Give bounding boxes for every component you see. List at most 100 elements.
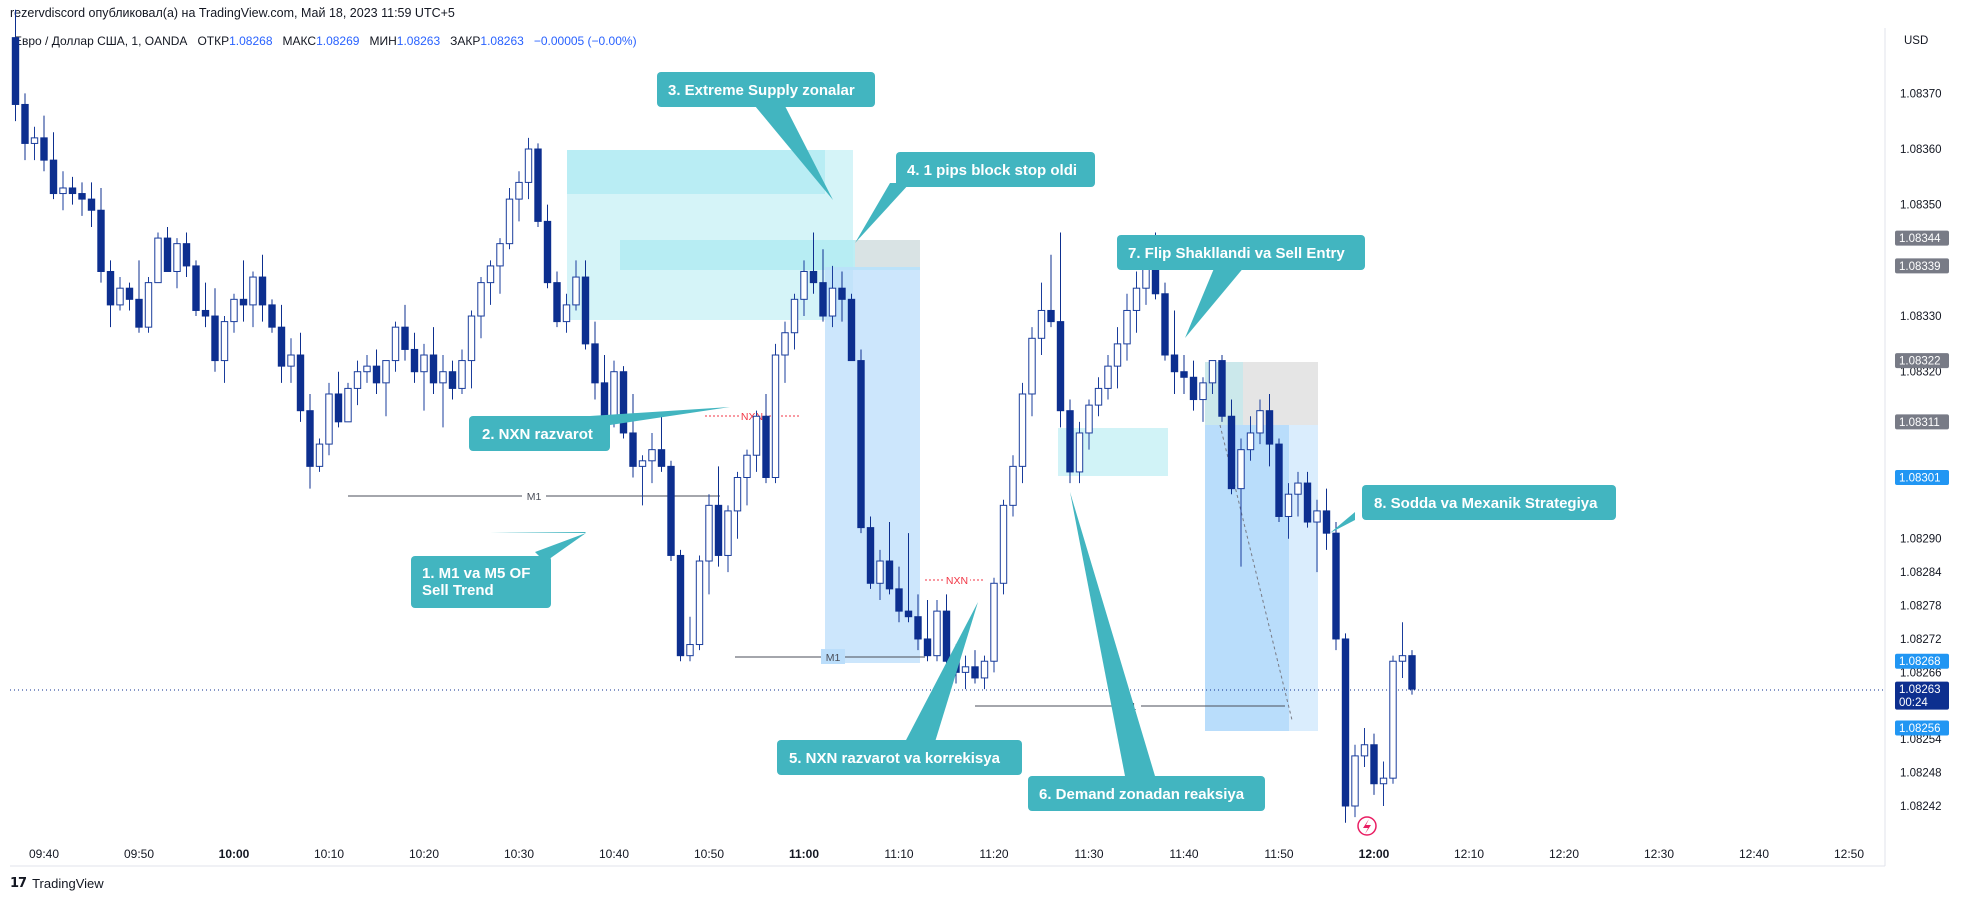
- candle[interactable]: [230, 293, 238, 333]
- candle[interactable]: [923, 599, 932, 662]
- candle[interactable]: [353, 360, 362, 406]
- candle[interactable]: [515, 171, 523, 222]
- candle[interactable]: [1113, 327, 1122, 389]
- candle[interactable]: [1294, 471, 1302, 517]
- candle[interactable]: [87, 182, 96, 227]
- candle[interactable]: [1161, 282, 1169, 361]
- candle[interactable]: [344, 382, 352, 423]
- candle[interactable]: [543, 204, 552, 289]
- candle[interactable]: [686, 616, 694, 662]
- candle[interactable]: [876, 549, 884, 600]
- candle[interactable]: [524, 137, 533, 200]
- candle[interactable]: [268, 299, 276, 333]
- candle[interactable]: [173, 238, 181, 289]
- candle[interactable]: [724, 505, 732, 573]
- candle[interactable]: [971, 650, 979, 684]
- candle[interactable]: [49, 132, 58, 200]
- candle[interactable]: [258, 254, 267, 322]
- callout-2[interactable]: 2. NXN razvarot: [469, 416, 610, 451]
- candle[interactable]: [21, 93, 29, 161]
- candle[interactable]: [30, 126, 39, 161]
- candle[interactable]: [838, 271, 846, 322]
- candle[interactable]: [1284, 483, 1293, 539]
- candle[interactable]: [296, 332, 305, 422]
- candle[interactable]: [553, 271, 561, 328]
- callout-4[interactable]: 4. 1 pips block stop oldi: [896, 152, 1095, 187]
- candle[interactable]: [743, 449, 751, 506]
- candle[interactable]: [1180, 355, 1188, 394]
- candle[interactable]: [999, 499, 1008, 595]
- candle[interactable]: [496, 238, 504, 294]
- candle[interactable]: [135, 260, 143, 333]
- candle[interactable]: [429, 327, 438, 394]
- candle[interactable]: [144, 277, 153, 333]
- candle[interactable]: [477, 277, 485, 339]
- candle[interactable]: [1360, 728, 1369, 768]
- callout-7[interactable]: 7. Flip Shakllandi va Sell Entry: [1117, 235, 1365, 270]
- callout-1[interactable]: 1. M1 va M5 OF Sell Trend: [411, 556, 551, 608]
- candle[interactable]: [1322, 488, 1331, 550]
- candle[interactable]: [752, 410, 761, 472]
- candle[interactable]: [885, 522, 894, 595]
- candle[interactable]: [1332, 522, 1340, 651]
- candle[interactable]: [705, 494, 713, 595]
- candle[interactable]: [1341, 633, 1350, 823]
- candle[interactable]: [733, 471, 742, 539]
- candle[interactable]: [182, 232, 191, 278]
- candle[interactable]: [420, 343, 428, 411]
- candle[interactable]: [239, 260, 248, 322]
- candle[interactable]: [790, 293, 799, 350]
- candle[interactable]: [325, 382, 333, 456]
- callout-8[interactable]: 8. Sodda va Mexanik Strategiya: [1362, 485, 1616, 520]
- candle[interactable]: [1028, 327, 1036, 417]
- callouts-layer[interactable]: 1. M1 va M5 OF Sell Trend 2. NXN razvaro…: [411, 72, 1616, 811]
- candle[interactable]: [648, 432, 656, 484]
- candle[interactable]: [334, 371, 343, 428]
- candle[interactable]: [904, 533, 913, 623]
- candle[interactable]: [125, 282, 134, 311]
- candle[interactable]: [486, 260, 495, 305]
- candle[interactable]: [505, 187, 514, 250]
- candle[interactable]: [192, 260, 200, 317]
- candle[interactable]: [1199, 377, 1207, 422]
- candle[interactable]: [1218, 355, 1226, 422]
- candle[interactable]: [1379, 761, 1388, 806]
- candle[interactable]: [1037, 282, 1046, 356]
- candle[interactable]: [781, 321, 789, 383]
- candle[interactable]: [562, 293, 571, 333]
- candle[interactable]: [287, 338, 295, 383]
- candle[interactable]: [458, 349, 466, 394]
- symbol-info-bar[interactable]: Евро / Доллар США, 1, OANDA ОТКР1.08268 …: [14, 34, 637, 48]
- candle[interactable]: [809, 232, 818, 294]
- candle[interactable]: [1085, 399, 1093, 450]
- candle[interactable]: [363, 355, 371, 383]
- candle[interactable]: [1313, 499, 1321, 573]
- candle[interactable]: [572, 260, 580, 311]
- candle[interactable]: [1275, 438, 1283, 523]
- candle[interactable]: [306, 393, 314, 489]
- candle[interactable]: [391, 321, 400, 372]
- candle[interactable]: [1123, 293, 1131, 361]
- candle[interactable]: [106, 260, 115, 328]
- candle[interactable]: [714, 466, 723, 567]
- candle[interactable]: [1009, 455, 1017, 517]
- candle[interactable]: [657, 416, 666, 472]
- candle[interactable]: [895, 566, 903, 623]
- candle[interactable]: [448, 360, 457, 400]
- candle[interactable]: [600, 355, 609, 422]
- candle[interactable]: [97, 187, 105, 283]
- candle[interactable]: [762, 393, 770, 484]
- candle[interactable]: [857, 349, 865, 534]
- candle[interactable]: [78, 182, 86, 216]
- candle[interactable]: [828, 265, 837, 328]
- candle[interactable]: [1047, 254, 1055, 328]
- candle[interactable]: [1018, 382, 1027, 484]
- candlestick-chart[interactable]: USD M1 M1 M1 NXN NXN: [0, 0, 1962, 870]
- candle[interactable]: [201, 282, 210, 328]
- candle[interactable]: [11, 9, 20, 122]
- candle[interactable]: [914, 594, 922, 651]
- candle[interactable]: [591, 321, 599, 400]
- candle[interactable]: [1389, 655, 1397, 784]
- candle[interactable]: [534, 143, 542, 227]
- candle[interactable]: [277, 304, 286, 383]
